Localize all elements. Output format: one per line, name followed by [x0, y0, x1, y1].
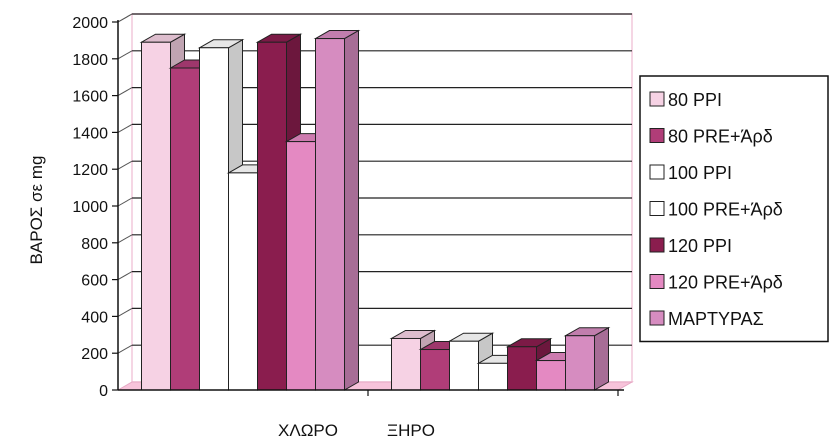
bar-front [228, 172, 258, 391]
legend-label: 80 PRE+Άρδ [668, 127, 773, 147]
gridline-side [117, 13, 133, 23]
y-tick-label: 2000 [72, 15, 108, 32]
legend-item: 80 PPI [649, 90, 722, 110]
bar-front [257, 41, 287, 391]
legend-swatch [649, 164, 665, 180]
legend-swatch [649, 201, 665, 216]
y-axis-title: ΒΑΡΟΣ σε mg [27, 156, 46, 265]
bar-front [565, 335, 595, 391]
bar-side [344, 29, 359, 391]
legend-label: 120 PPI [668, 236, 732, 256]
legend-item: 100 PRE+Άρδ [649, 200, 783, 220]
legend-label: 100 PPI [668, 163, 732, 183]
gridline-side [117, 197, 133, 207]
bar-front [315, 38, 345, 391]
y-tick-label: 1600 [72, 89, 108, 106]
bar-front [478, 362, 508, 391]
gridline-side [117, 50, 133, 60]
x-category-label: ΞΗΡΟ [387, 421, 435, 440]
gridline-side [117, 123, 133, 133]
legend-label: ΜΑΡΤΥΡΑΣ [668, 309, 764, 329]
gridline-side [117, 271, 133, 281]
bar-front [420, 349, 450, 391]
legend-swatch [649, 128, 665, 143]
bar-front [391, 337, 421, 391]
y-tick-labels: 0 200 400 600 800 1000 1200 1400 1600 1800 2000 [72, 15, 108, 400]
y-tick-label: 1800 [72, 52, 108, 69]
y-tick-label: 600 [81, 273, 108, 290]
legend-item: 120 PRE+Άρδ [649, 273, 783, 293]
bar-front [449, 340, 479, 391]
legend-item: 120 PPI [649, 236, 732, 256]
bar-front [199, 47, 229, 391]
legend-box [639, 75, 829, 343]
y-tick-label: 1200 [72, 162, 108, 179]
gridline-side [117, 307, 133, 317]
legend-label: 120 PRE+Άρδ [668, 273, 783, 293]
bar-front [286, 141, 316, 391]
legend-label: 100 PRE+Άρδ [668, 200, 783, 220]
bar [563, 326, 611, 391]
y-tick-label: 1400 [72, 125, 108, 142]
x-category-label: ΧΛΩΡΟ [278, 421, 338, 440]
y-tick-label: 800 [81, 236, 108, 253]
gridline-side [117, 160, 133, 170]
axes [112, 20, 624, 396]
y-tick-label: 400 [81, 309, 108, 326]
gridline-side [117, 87, 133, 97]
legend-item: ΜΑΡΤΥΡΑΣ [649, 309, 764, 329]
y-tick-label: 200 [81, 346, 108, 363]
legend-label: 80 PPI [668, 90, 722, 110]
y-tick-label: 0 [99, 383, 108, 400]
x-category-labels: ΧΛΩΡΟ ΞΗΡΟ [278, 421, 435, 440]
legend-swatch [649, 274, 665, 289]
bar [313, 29, 361, 391]
gridline-side [117, 344, 133, 354]
legend-item: 80 PRE+Άρδ [649, 127, 773, 147]
bar-front [536, 360, 566, 391]
bar-front [141, 41, 171, 391]
bar-side [594, 326, 609, 391]
bar-front [507, 346, 537, 391]
legend-swatch [649, 91, 665, 107]
bar-front [170, 67, 200, 391]
legend-item: 100 PPI [649, 163, 732, 183]
y-tick-label: 1000 [72, 199, 108, 216]
legend-swatch [649, 237, 665, 253]
legend: 80 PPI 80 PRE+Άρδ 100 PPI 100 PRE+Άρδ 120 PP… [639, 75, 829, 343]
legend-swatch [649, 310, 665, 326]
gridline-side [117, 234, 133, 244]
